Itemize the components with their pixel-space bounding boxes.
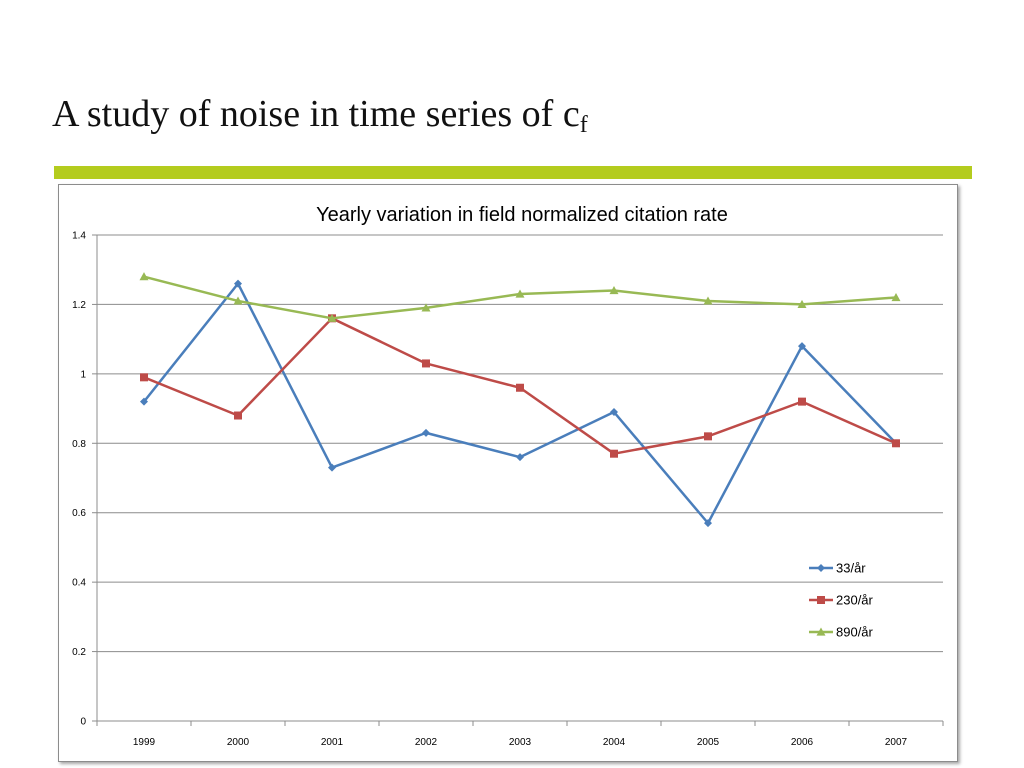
x-tick-label: 2004: [603, 737, 626, 748]
data-point-series-3: [233, 296, 243, 305]
y-tick-label: 0.6: [72, 508, 86, 519]
data-point-series-1: [798, 342, 806, 351]
y-tick-label: 1: [80, 369, 86, 380]
x-tick-label: 2003: [509, 737, 532, 748]
data-point-series-3: [703, 296, 713, 305]
data-point-series-2: [892, 439, 900, 448]
x-tick-label: 2002: [415, 737, 438, 748]
slide-title: A study of noise in time series of cf: [52, 92, 588, 139]
x-tick-label: 2006: [791, 737, 814, 748]
data-point-series-3: [891, 292, 901, 302]
data-point-series-2: [422, 359, 430, 368]
data-point-series-3: [515, 289, 525, 298]
x-tick-label: 2001: [321, 737, 344, 748]
data-point-series-3: [327, 313, 337, 322]
data-point-series-2: [140, 373, 148, 382]
legend-label-1: 33/år: [836, 561, 866, 576]
x-tick-label: 1999: [133, 737, 156, 748]
legend-marker-1: [817, 564, 825, 572]
data-point-series-1: [516, 453, 524, 462]
x-tick-label: 2000: [227, 737, 250, 748]
slide-title-subscript: f: [579, 112, 588, 138]
y-tick-label: 1.2: [72, 300, 86, 311]
chart-title: Yearly variation in field normalized cit…: [316, 204, 728, 226]
chart-frame: Yearly variation in field normalized cit…: [58, 184, 958, 762]
data-point-series-1: [610, 408, 618, 417]
data-point-series-2: [610, 449, 618, 458]
data-point-series-1: [140, 397, 148, 406]
data-point-series-2: [798, 397, 806, 406]
y-tick-label: 0.8: [72, 439, 86, 450]
y-tick-label: 0.2: [72, 647, 86, 658]
legend-label-3: 890/år: [836, 625, 874, 640]
legend-marker-2: [817, 596, 825, 604]
x-tick-label: 2007: [885, 737, 908, 748]
data-point-series-3: [421, 303, 431, 312]
slide-title-main: A study of noise in time series of c: [52, 93, 580, 135]
series-line-1: [143, 282, 897, 525]
legend-label-2: 230/år: [836, 593, 874, 608]
data-point-series-3: [797, 299, 807, 309]
data-point-series-3: [609, 286, 619, 295]
legend-marker-3: [816, 627, 826, 636]
title-accent-bar: [54, 166, 972, 179]
data-point-series-1: [704, 519, 712, 528]
data-point-series-2: [516, 383, 524, 392]
line-chart: Yearly variation in field normalized cit…: [72, 204, 944, 748]
data-point-series-1: [234, 279, 242, 288]
data-point-series-2: [704, 432, 712, 441]
y-tick-label: 0.4: [72, 578, 86, 589]
data-point-series-2: [234, 411, 242, 420]
x-tick-label: 2005: [697, 737, 720, 748]
y-tick-label: 1.4: [72, 231, 86, 242]
data-point-series-3: [139, 272, 149, 281]
data-point-series-1: [328, 463, 336, 472]
data-point-series-1: [422, 428, 430, 437]
y-tick-label: 0: [80, 717, 86, 728]
